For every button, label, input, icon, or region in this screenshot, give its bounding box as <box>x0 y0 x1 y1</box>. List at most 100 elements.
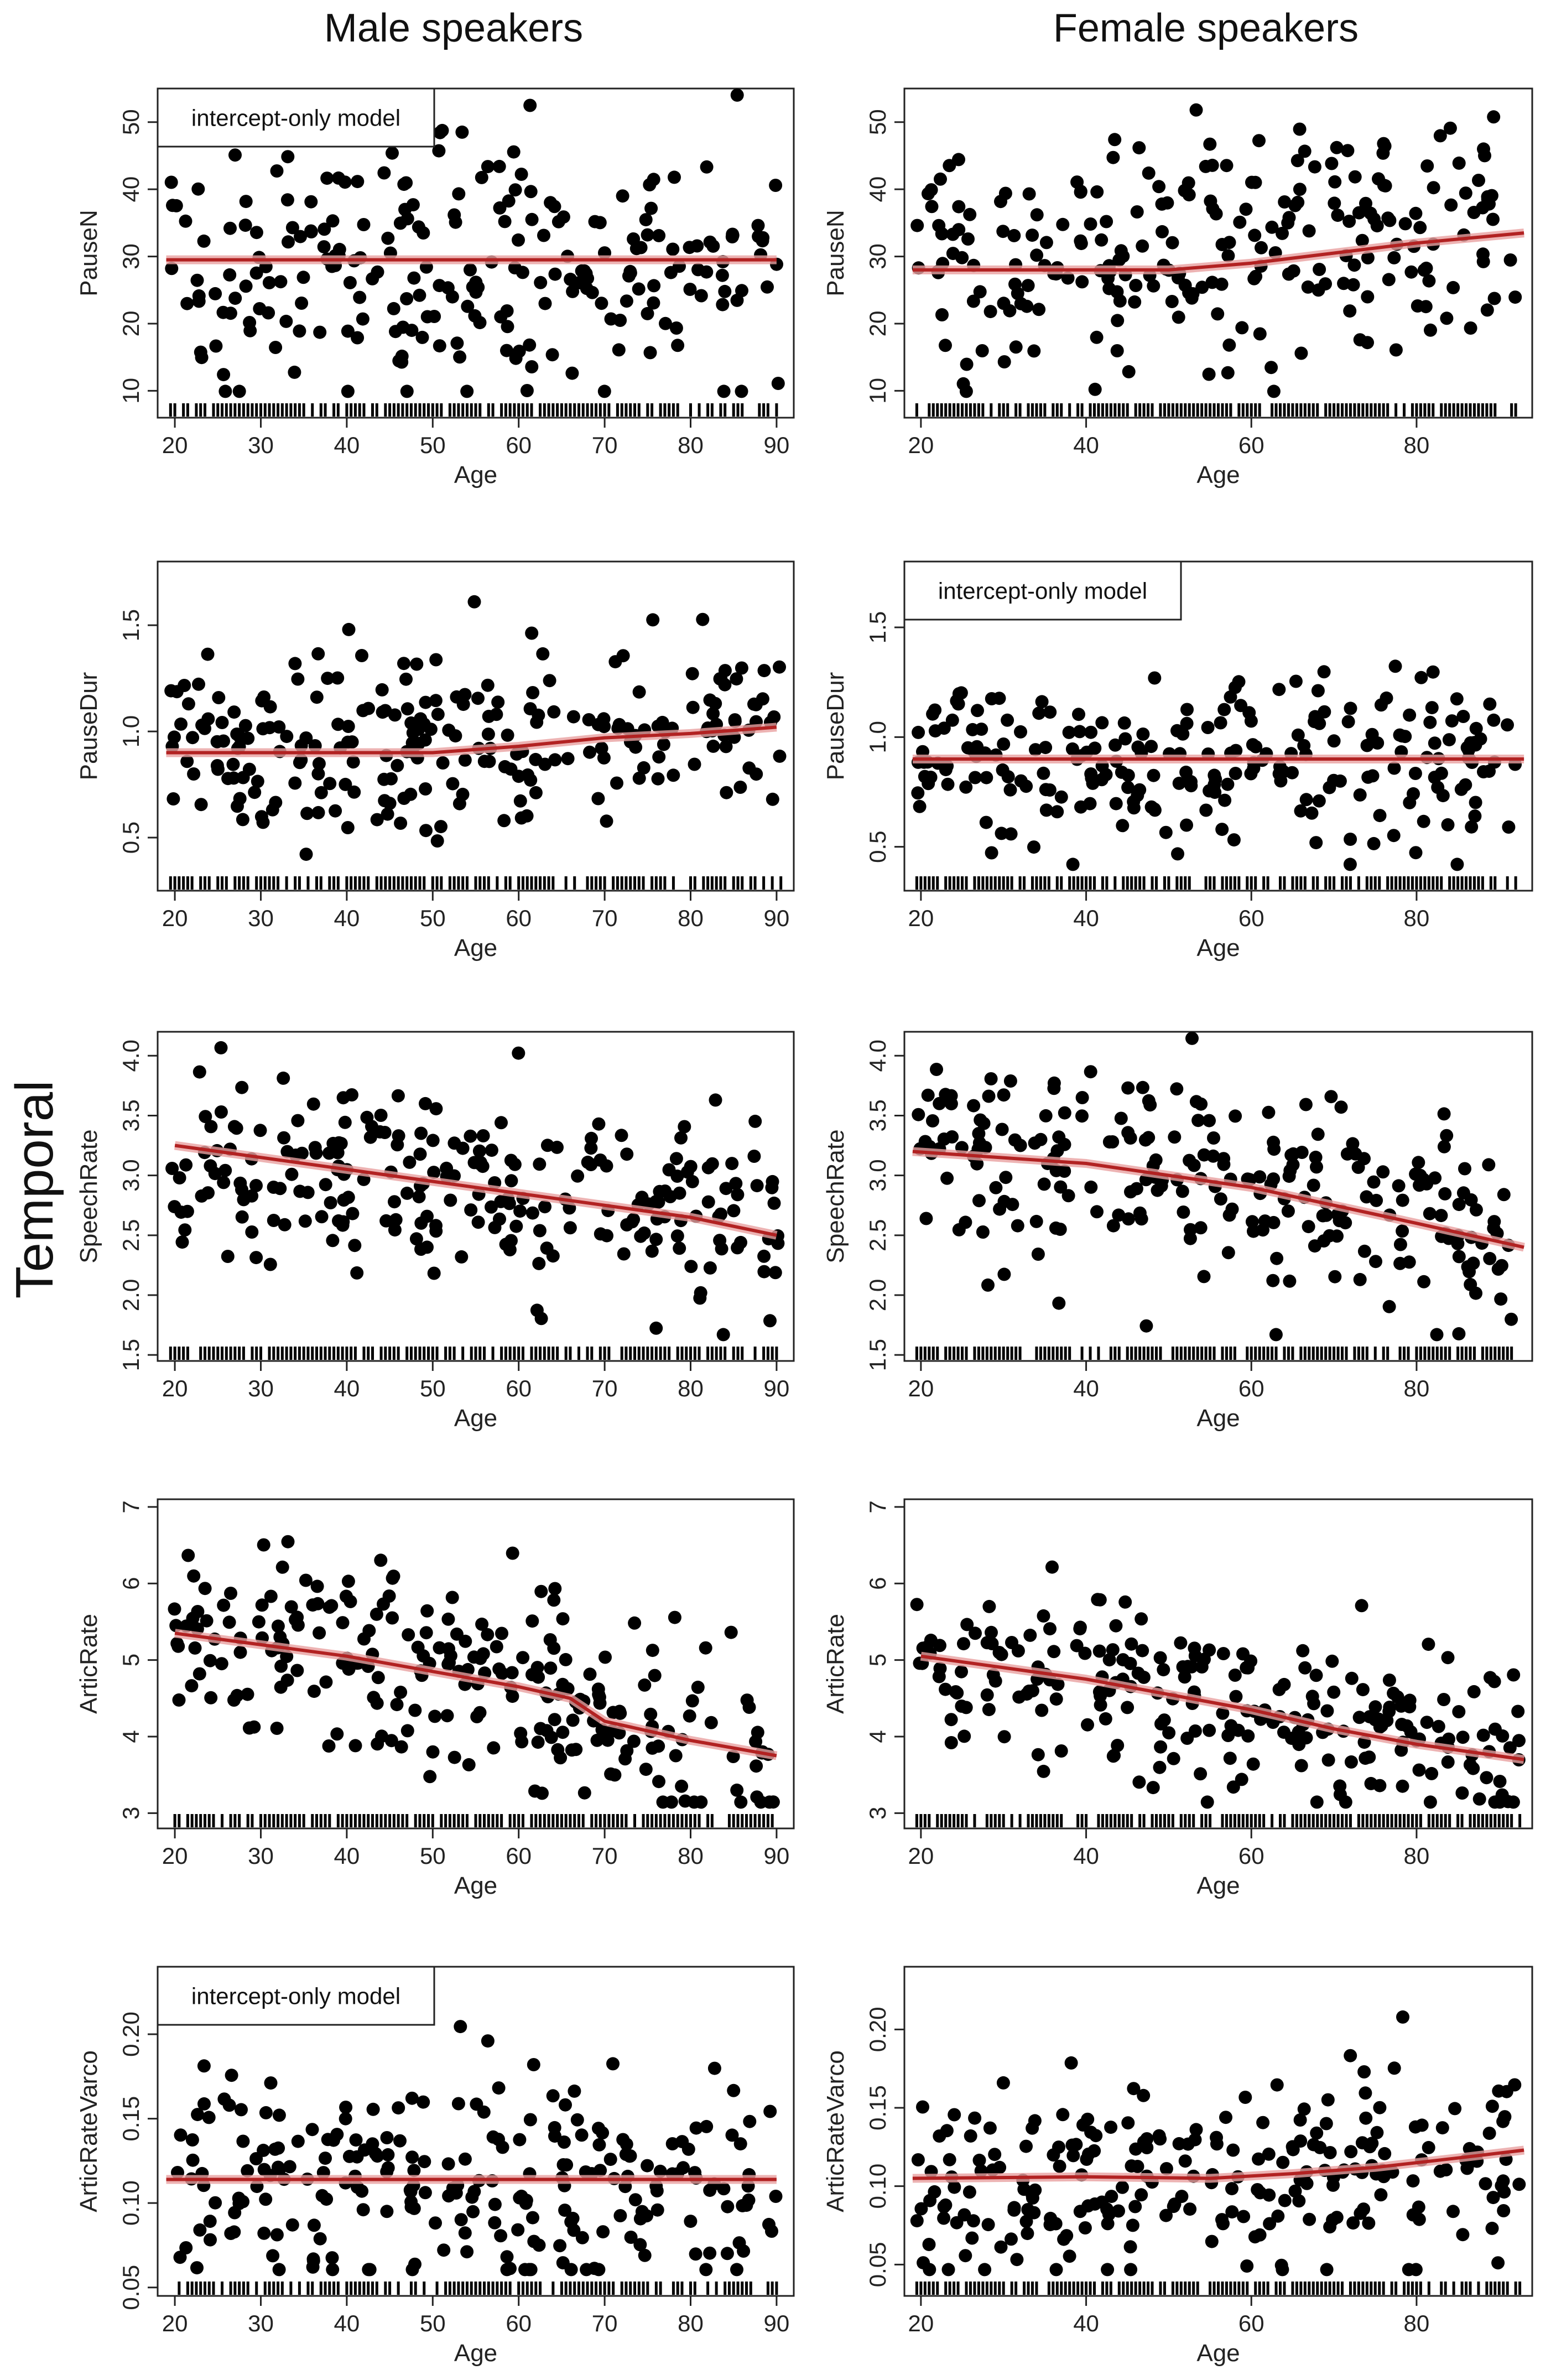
data-point <box>1140 2141 1154 2154</box>
fit-confidence-band <box>920 1651 1525 1764</box>
data-point <box>717 2182 731 2196</box>
data-point <box>706 739 720 753</box>
data-point <box>336 1215 350 1229</box>
data-point <box>1313 263 1326 276</box>
data-point <box>1118 1595 1132 1609</box>
x-tick-label: 50 <box>420 432 446 458</box>
data-point <box>1299 1098 1313 1111</box>
x-tick-label: 50 <box>420 2310 446 2336</box>
data-point <box>1387 829 1401 843</box>
data-point <box>315 1210 329 1224</box>
data-point <box>1249 740 1263 754</box>
data-point <box>968 771 982 784</box>
x-tick-label: 60 <box>1238 905 1264 931</box>
data-point <box>1070 175 1084 189</box>
data-point <box>1106 150 1120 164</box>
data-point <box>959 384 973 398</box>
data-point <box>1382 1674 1396 1687</box>
data-point <box>312 757 326 771</box>
y-tick-label: 3.0 <box>118 1159 144 1191</box>
data-point <box>1265 220 1279 234</box>
data-point <box>933 1661 947 1675</box>
data-point <box>1037 1609 1050 1623</box>
data-point <box>453 350 467 364</box>
data-point <box>1106 1643 1120 1657</box>
data-point <box>667 768 680 782</box>
data-point <box>456 698 470 711</box>
data-point <box>1189 103 1203 117</box>
data-point <box>392 2101 405 2115</box>
data-point <box>186 1612 200 1625</box>
data-point <box>591 792 605 806</box>
rug-marks <box>915 403 1517 417</box>
data-point <box>331 718 345 731</box>
data-point <box>434 820 447 834</box>
data-point <box>481 727 495 741</box>
data-point <box>437 2243 451 2257</box>
data-point <box>1441 818 1455 832</box>
data-point <box>1292 1738 1306 1752</box>
data-point <box>1050 1144 1064 1158</box>
data-point <box>1108 133 1122 147</box>
data-point <box>623 266 637 280</box>
data-point <box>928 724 942 738</box>
data-point <box>603 2153 617 2166</box>
data-point <box>671 339 685 352</box>
data-point <box>1474 732 1487 746</box>
data-point <box>356 2203 370 2217</box>
data-point <box>1178 2154 1192 2168</box>
data-point <box>1216 1706 1230 1720</box>
data-point <box>620 2137 633 2151</box>
data-point <box>473 1706 487 1719</box>
data-point <box>1334 1100 1348 1114</box>
data-point <box>684 2215 698 2228</box>
data-point <box>192 1667 206 1681</box>
data-point <box>766 1175 779 1188</box>
data-point <box>644 1707 658 1721</box>
data-point <box>235 2103 248 2117</box>
data-point <box>1135 1212 1148 1226</box>
data-point <box>1434 1209 1448 1223</box>
data-point <box>1091 1593 1105 1607</box>
data-point <box>224 1587 237 1600</box>
data-point <box>201 647 215 661</box>
data-point <box>1009 340 1023 354</box>
data-point <box>366 2137 379 2151</box>
data-point <box>311 806 325 819</box>
data-point <box>339 777 352 791</box>
data-point <box>924 183 938 197</box>
data-point <box>376 705 389 719</box>
data-point <box>694 1286 707 1300</box>
rug-marks <box>169 403 778 417</box>
data-point <box>330 2128 344 2142</box>
data-point <box>1326 2178 1340 2192</box>
y-tick-label: 0.15 <box>865 2085 891 2130</box>
data-point <box>225 2069 238 2082</box>
data-point <box>1308 1239 1321 1253</box>
data-point <box>1452 1327 1466 1340</box>
data-point <box>1199 803 1213 817</box>
data-point <box>1448 2102 1462 2116</box>
data-point <box>1201 721 1215 734</box>
data-point <box>939 1682 953 1696</box>
data-point <box>527 2058 540 2071</box>
data-point <box>525 360 539 373</box>
data-point <box>172 1693 186 1707</box>
x-axis-title: Age <box>1196 461 1240 489</box>
data-point <box>1054 1180 1068 1194</box>
data-point <box>1377 179 1391 192</box>
data-point <box>1152 180 1166 194</box>
data-point <box>1267 384 1281 398</box>
data-point <box>456 787 470 801</box>
data-point <box>757 664 771 678</box>
data-point <box>458 753 472 767</box>
legend-box: intercept-only model <box>157 1966 435 2026</box>
data-point <box>1011 1644 1025 1657</box>
data-point <box>1483 697 1497 711</box>
data-point <box>1507 1668 1521 1682</box>
data-point <box>1129 2142 1143 2156</box>
data-point <box>1309 1669 1323 1682</box>
data-point <box>1005 2232 1018 2246</box>
data-point <box>214 1105 228 1119</box>
data-point <box>330 1727 344 1741</box>
